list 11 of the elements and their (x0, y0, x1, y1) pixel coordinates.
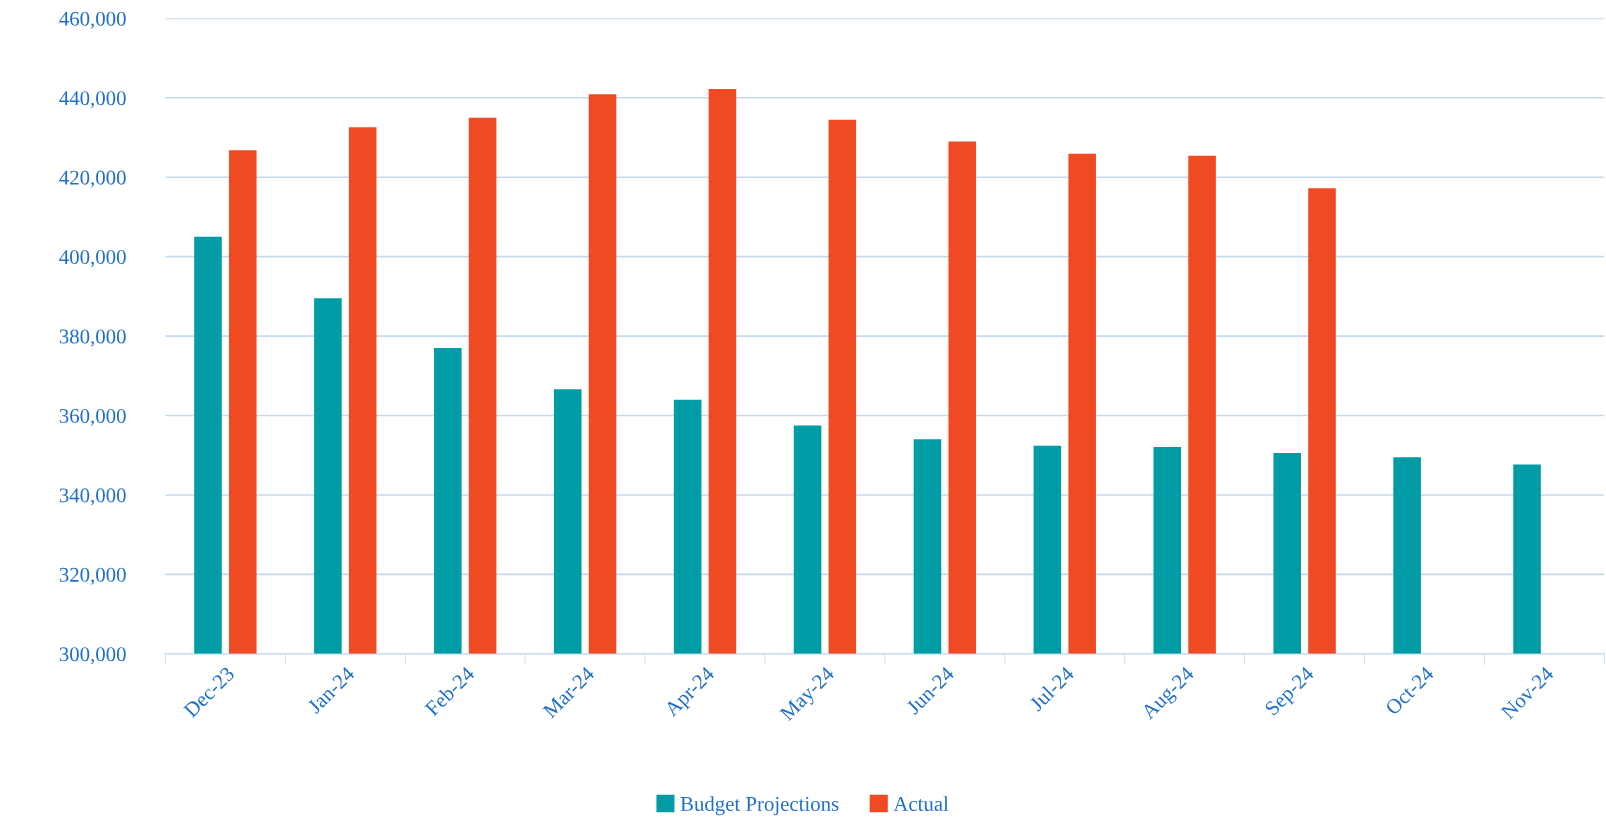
y-tick-label: 360,000 (59, 408, 126, 426)
y-tick-label: 320,000 (59, 567, 126, 585)
y-tick-label: 440,000 (59, 91, 126, 109)
y-tick-label: 420,000 (59, 170, 126, 188)
legend-label: Budget Projections (680, 796, 839, 816)
y-tick-label: 300,000 (59, 647, 126, 665)
y-tick-label: 400,000 (59, 250, 126, 268)
legend-label: Actual (893, 796, 949, 811)
y-tick-label: 340,000 (59, 488, 126, 506)
y-tick-label: 460,000 (59, 11, 126, 29)
y-tick-label: 380,000 (59, 329, 126, 347)
